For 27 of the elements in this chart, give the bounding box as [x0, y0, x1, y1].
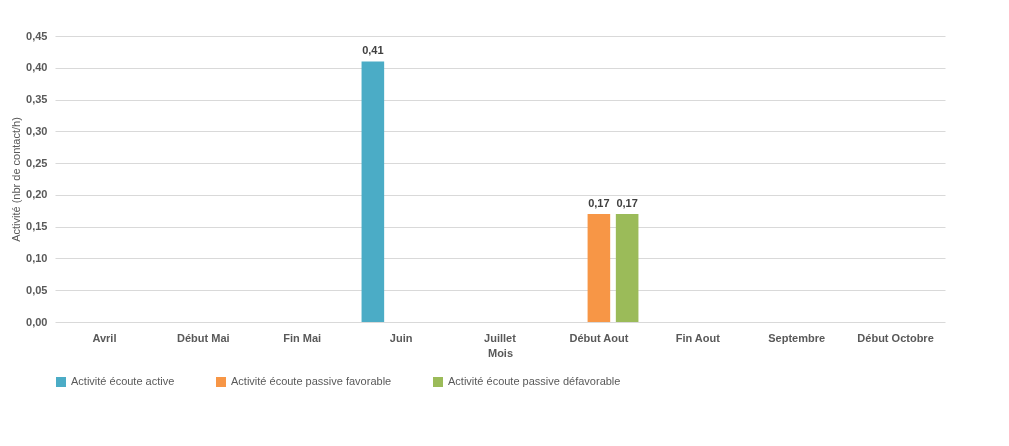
legend-label: Activité écoute active [71, 375, 175, 387]
x-tick-label: Juin [389, 331, 413, 344]
x-tick-label: Fin Mai [283, 331, 322, 344]
y-tick-label: 0,45 [26, 29, 48, 42]
x-axis-title: Mois [487, 346, 514, 359]
x-tick-label: Avril [92, 331, 117, 344]
y-tick-label: 0,10 [26, 251, 48, 264]
x-tick-label: Juillet [484, 331, 517, 344]
x-tick-label: Début Mai [177, 331, 230, 344]
y-tick-label: 0,00 [26, 315, 48, 328]
x-tick-label: Début Octobre [857, 331, 934, 344]
data-label: 0,17 [588, 196, 610, 209]
y-tick-label: 0,25 [26, 156, 48, 169]
legend-label: Activité écoute passive défavorable [448, 375, 621, 387]
y-tick-label: 0,05 [26, 283, 48, 296]
x-tick-label: Fin Aout [675, 331, 721, 344]
data-label: 0,41 [362, 44, 384, 57]
data-label: 0,17 [616, 196, 638, 209]
y-tick-label: 0,40 [26, 61, 48, 74]
y-axis-title: Activité (nbr de contact/h) [10, 117, 23, 242]
y-tick-label: 0,15 [26, 220, 48, 233]
y-tick-label: 0,20 [26, 188, 48, 201]
legend-label: Activité écoute passive favorable [231, 375, 392, 387]
y-tick-label: 0,35 [26, 93, 48, 106]
x-tick-label: Septembre [768, 331, 826, 344]
x-tick-label: Début Aout [569, 331, 629, 344]
y-tick-label: 0,30 [26, 124, 48, 137]
